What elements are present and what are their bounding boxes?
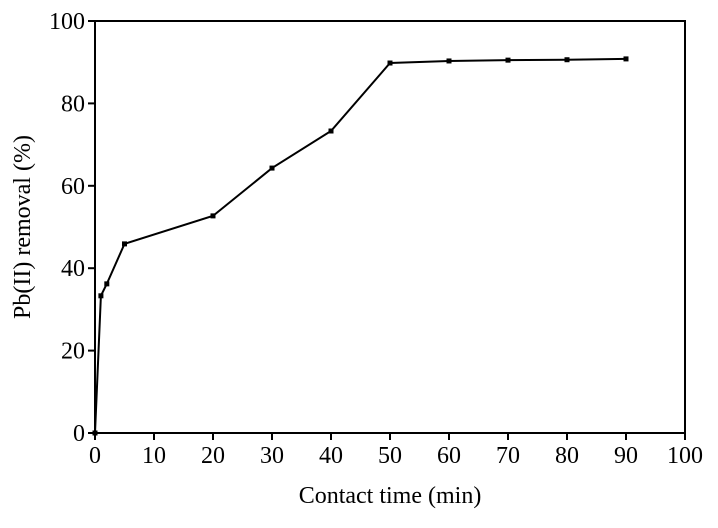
data-point [505,57,511,63]
y-axis-title: Pb(II) removal (%) [10,135,36,319]
x-tick-label: 0 [89,443,101,469]
plot-frame [94,20,686,434]
x-tick-label: 60 [437,443,461,469]
data-point [104,281,110,287]
x-tick-label: 30 [260,443,284,469]
y-tick-label: 20 [61,339,85,365]
x-tick-label: 20 [201,443,225,469]
x-tick-label: 70 [496,443,520,469]
x-axis-title: Contact time (min) [299,483,482,509]
x-tick-label: 50 [378,443,402,469]
data-point [446,58,452,64]
y-tick-label: 40 [61,256,85,282]
data-point [92,430,98,436]
x-tick-label: 80 [555,443,579,469]
data-line [94,57,627,434]
y-tick-label: 0 [73,421,85,447]
x-tick-label: 40 [319,443,343,469]
data-point [564,57,570,63]
data-point [387,60,393,66]
data-point [122,241,127,247]
data-point [623,56,629,62]
y-tick-label: 60 [61,174,85,200]
data-point [269,165,275,171]
y-tick-label: 100 [49,9,85,35]
x-tick-label: 90 [614,443,638,469]
data-point [98,293,104,299]
x-tick-label: 100 [667,443,703,469]
data-point [210,213,216,219]
data-point [328,128,334,134]
y-tick-label: 80 [61,91,85,117]
x-tick-label: 10 [142,443,166,469]
